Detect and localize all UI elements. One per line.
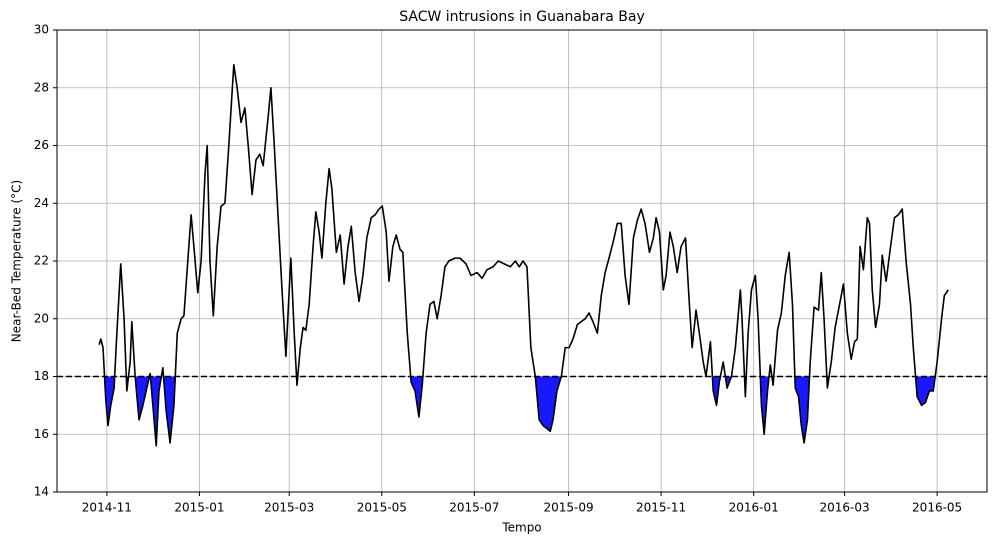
- x-tick-label: 2015-11: [636, 501, 686, 515]
- plot-frame: [56, 29, 988, 493]
- x-tick-label: 2015-05: [357, 501, 407, 515]
- intrusion-fill: [915, 376, 936, 406]
- x-tick-label: 2015-07: [449, 501, 499, 515]
- y-tick-label: 14: [34, 485, 49, 499]
- y-tick-label: 24: [34, 196, 49, 210]
- x-tick-label: 2016-05: [912, 501, 962, 515]
- x-axis-label: Tempo: [501, 521, 541, 535]
- x-tick-label: 2016-03: [819, 501, 869, 515]
- y-tick-label: 28: [34, 80, 49, 94]
- y-tick-label: 18: [34, 369, 49, 383]
- y-tick-label: 26: [34, 138, 49, 152]
- x-tick-label: 2015-03: [264, 501, 314, 515]
- y-tick-label: 20: [34, 311, 49, 325]
- temperature-line: [98, 63, 949, 447]
- y-tick-label: 22: [34, 254, 49, 268]
- intrusion-fill: [163, 376, 176, 443]
- intrusion-fill: [535, 376, 562, 432]
- y-tick-label: 30: [34, 23, 49, 37]
- x-tick-label: 2014-11: [82, 501, 132, 515]
- y-tick-label: 16: [34, 427, 49, 441]
- x-tick-label: 2015-09: [543, 501, 593, 515]
- chart-title: SACW intrusions in Guanabara Bay: [399, 9, 644, 25]
- x-tick-label: 2015-01: [174, 501, 224, 515]
- y-axis-label: Near-Bed Temperature (°C): [10, 180, 24, 342]
- x-tick-label: 2016-01: [729, 501, 779, 515]
